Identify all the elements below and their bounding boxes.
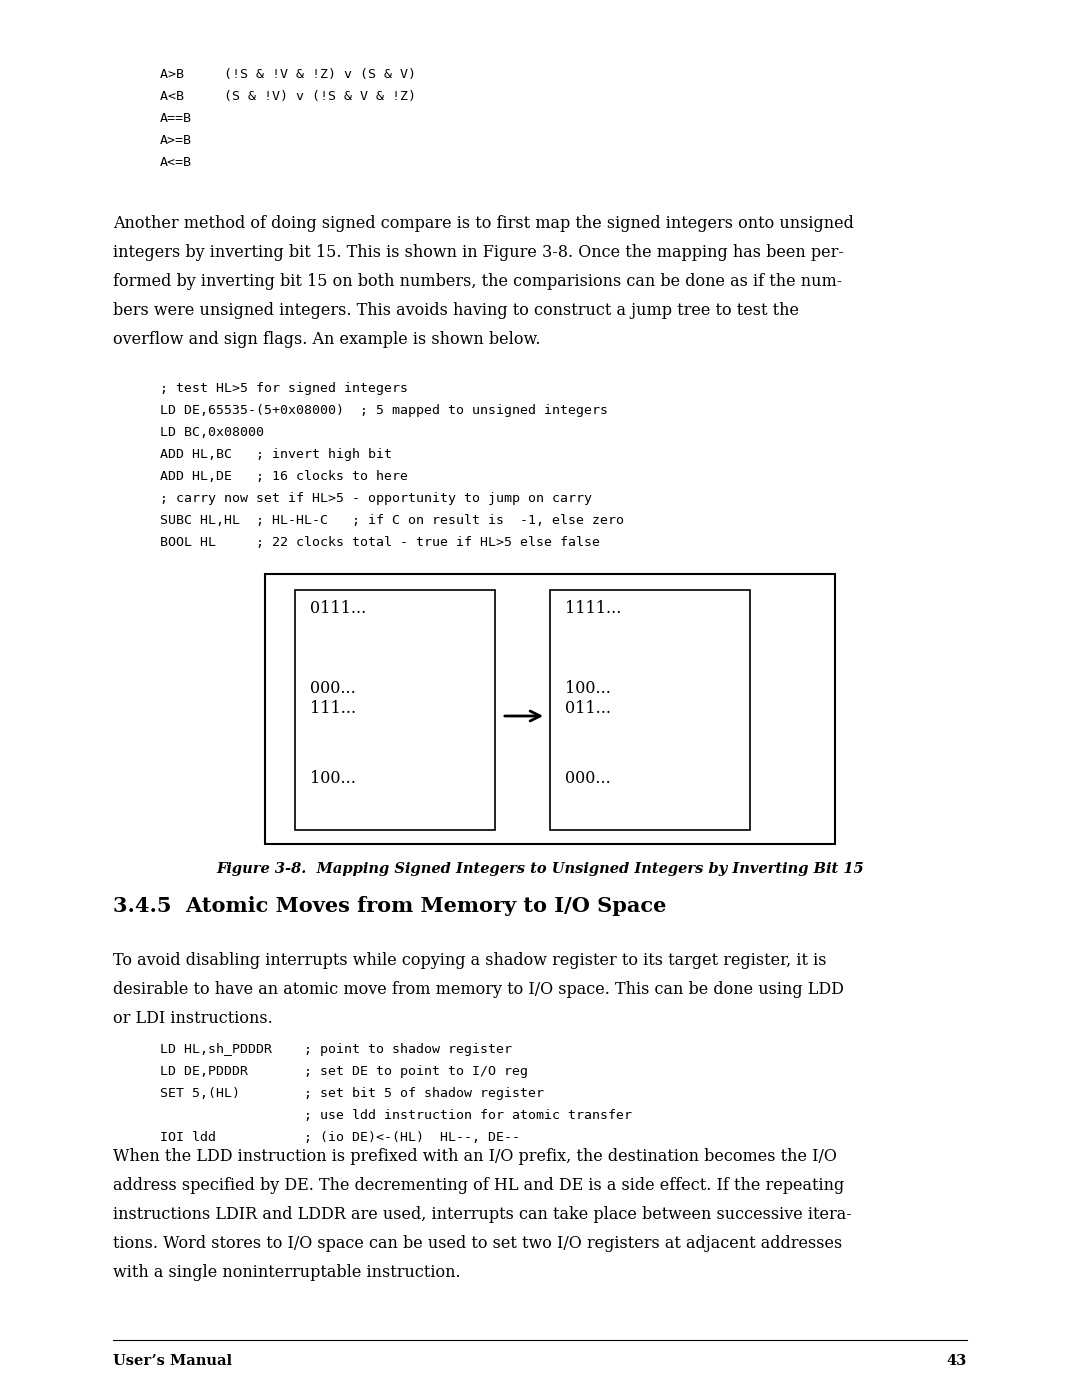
- Text: Figure 3-8.  Mapping Signed Integers to Unsigned Integers by Inverting Bit 15: Figure 3-8. Mapping Signed Integers to U…: [216, 862, 864, 876]
- Text: with a single noninterruptable instruction.: with a single noninterruptable instructi…: [113, 1264, 461, 1281]
- Text: LD DE,PDDDR       ; set DE to point to I/O reg: LD DE,PDDDR ; set DE to point to I/O reg: [160, 1065, 528, 1078]
- Text: or LDI instructions.: or LDI instructions.: [113, 1010, 273, 1027]
- Text: LD BC,0x08000: LD BC,0x08000: [160, 426, 264, 439]
- Text: 000...: 000...: [565, 770, 611, 787]
- Text: instructions LDIR and LDDR are used, interrupts can take place between successiv: instructions LDIR and LDDR are used, int…: [113, 1206, 852, 1222]
- Text: ; carry now set if HL>5 - opportunity to jump on carry: ; carry now set if HL>5 - opportunity to…: [160, 492, 592, 504]
- Text: address specified by DE. The decrementing of HL and DE is a side effect. If the : address specified by DE. The decrementin…: [113, 1178, 845, 1194]
- Text: A>B     (!S & !V & !Z) v (S & V): A>B (!S & !V & !Z) v (S & V): [160, 68, 416, 81]
- Text: LD DE,65535-(5+0x08000)  ; 5 mapped to unsigned integers: LD DE,65535-(5+0x08000) ; 5 mapped to un…: [160, 404, 608, 416]
- Text: A==B: A==B: [160, 112, 192, 124]
- Text: BOOL HL     ; 22 clocks total - true if HL>5 else false: BOOL HL ; 22 clocks total - true if HL>5…: [160, 536, 600, 549]
- Text: 43: 43: [947, 1354, 967, 1368]
- Bar: [265, 574, 835, 844]
- Text: A<B     (S & !V) v (!S & V & !Z): A<B (S & !V) v (!S & V & !Z): [160, 89, 416, 103]
- Text: integers by inverting bit 15. This is shown in Figure 3-8. Once the mapping has : integers by inverting bit 15. This is sh…: [113, 244, 843, 261]
- Text: A>=B: A>=B: [160, 134, 192, 147]
- Text: ADD HL,DE   ; 16 clocks to here: ADD HL,DE ; 16 clocks to here: [160, 469, 408, 483]
- Bar: [295, 590, 495, 830]
- Text: 3.4.5  Atomic Moves from Memory to I/O Space: 3.4.5 Atomic Moves from Memory to I/O Sp…: [113, 895, 666, 916]
- Text: 1111...: 1111...: [565, 599, 621, 617]
- Text: User’s Manual: User’s Manual: [113, 1354, 232, 1368]
- Text: overflow and sign flags. An example is shown below.: overflow and sign flags. An example is s…: [113, 331, 540, 348]
- Text: formed by inverting bit 15 on both numbers, the comparisions can be done as if t: formed by inverting bit 15 on both numbe…: [113, 272, 842, 291]
- Bar: [550, 590, 750, 830]
- Text: ; test HL>5 for signed integers: ; test HL>5 for signed integers: [160, 381, 408, 395]
- Text: IOI ldd           ; (io DE)<-(HL)  HL--, DE--: IOI ldd ; (io DE)<-(HL) HL--, DE--: [160, 1132, 519, 1144]
- Text: When the LDD instruction is prefixed with an I/O prefix, the destination becomes: When the LDD instruction is prefixed wit…: [113, 1148, 837, 1165]
- Text: A<=B: A<=B: [160, 156, 192, 169]
- Text: To avoid disabling interrupts while copying a shadow register to its target regi: To avoid disabling interrupts while copy…: [113, 951, 826, 970]
- Text: 0111...: 0111...: [310, 599, 366, 617]
- Text: Another method of doing signed compare is to first map the signed integers onto : Another method of doing signed compare i…: [113, 215, 854, 232]
- Text: SUBC HL,HL  ; HL-HL-C   ; if C on result is  -1, else zero: SUBC HL,HL ; HL-HL-C ; if C on result is…: [160, 514, 624, 527]
- Text: 111...: 111...: [310, 700, 356, 717]
- Text: ; use ldd instruction for atomic transfer: ; use ldd instruction for atomic transfe…: [160, 1109, 632, 1122]
- Text: bers were unsigned integers. This avoids having to construct a jump tree to test: bers were unsigned integers. This avoids…: [113, 302, 799, 319]
- Text: tions. Word stores to I/O space can be used to set two I/O registers at adjacent: tions. Word stores to I/O space can be u…: [113, 1235, 842, 1252]
- Text: LD HL,sh_PDDDR    ; point to shadow register: LD HL,sh_PDDDR ; point to shadow registe…: [160, 1044, 512, 1056]
- Text: 000...: 000...: [310, 680, 355, 697]
- Text: desirable to have an atomic move from memory to I/O space. This can be done usin: desirable to have an atomic move from me…: [113, 981, 843, 997]
- Text: SET 5,(HL)        ; set bit 5 of shadow register: SET 5,(HL) ; set bit 5 of shadow registe…: [160, 1087, 544, 1099]
- Text: ADD HL,BC   ; invert high bit: ADD HL,BC ; invert high bit: [160, 448, 392, 461]
- Text: 011...: 011...: [565, 700, 611, 717]
- Text: 100...: 100...: [565, 680, 611, 697]
- Text: 100...: 100...: [310, 770, 356, 787]
